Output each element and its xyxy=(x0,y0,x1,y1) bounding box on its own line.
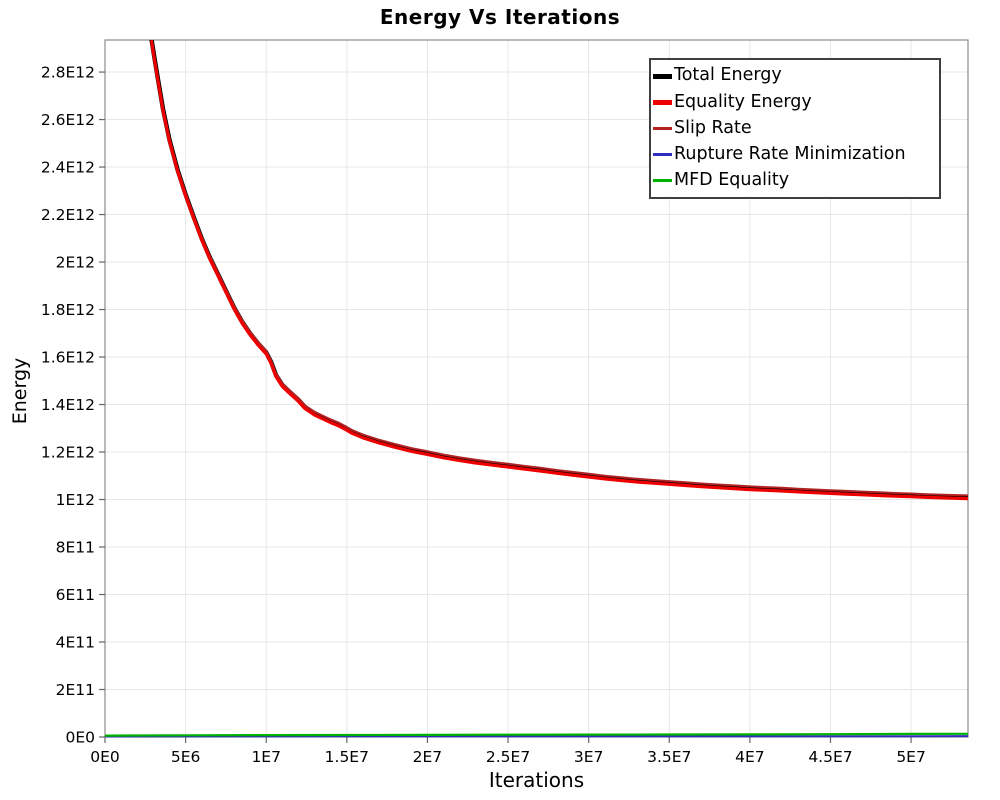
y-tick-label: 0E0 xyxy=(65,729,95,747)
y-tick-label: 1E12 xyxy=(56,491,95,509)
y-tick-label: 4E11 xyxy=(56,634,95,652)
y-tick-label: 1.4E12 xyxy=(41,396,95,414)
y-tick-label: 2.8E12 xyxy=(41,64,95,82)
legend-swatch-equality-energy xyxy=(653,99,672,105)
legend-label: Rupture Rate Minimization xyxy=(674,143,906,164)
x-tick-label: 3.5E7 xyxy=(647,748,691,766)
legend: Total Energy Equality Energy Slip Rate R… xyxy=(649,58,941,199)
y-tick-label: 2E11 xyxy=(56,681,95,699)
y-tick-label: 2.6E12 xyxy=(41,111,95,129)
series-line-equality-energy xyxy=(149,40,969,501)
y-tick-label: 2E12 xyxy=(56,254,95,272)
x-tick-label: 4.5E7 xyxy=(808,748,852,766)
y-tick-label: 6E11 xyxy=(56,586,95,604)
legend-swatch-mfd-equality xyxy=(653,179,672,183)
x-axis-label: Iterations xyxy=(488,768,585,792)
x-tick-label: 1E7 xyxy=(251,748,281,766)
legend-item-total-energy: Total Energy xyxy=(653,63,937,89)
legend-item-slip-rate: Slip Rate xyxy=(653,115,937,141)
legend-label: MFD Equality xyxy=(674,170,790,191)
chart-title: Energy Vs Iterations xyxy=(379,5,621,29)
x-tick-label: 3E7 xyxy=(574,748,604,766)
legend-label: Equality Energy xyxy=(674,91,812,112)
y-tick-label: 1.6E12 xyxy=(41,349,95,367)
legend-item-rupture-rate-minimization: Rupture Rate Minimization xyxy=(653,142,937,168)
legend-item-equality-energy: Equality Energy xyxy=(653,89,937,115)
series-line-mfd-equality xyxy=(105,732,969,737)
x-tick-label: 1.5E7 xyxy=(325,748,369,766)
series-group xyxy=(105,40,969,738)
x-tick-label: 2.5E7 xyxy=(486,748,530,766)
y-tick-label: 2.2E12 xyxy=(41,206,95,224)
y-tick-label: 1.2E12 xyxy=(41,444,95,462)
y-tick-label: 1.8E12 xyxy=(41,301,95,319)
legend-label: Slip Rate xyxy=(674,117,752,138)
x-tick-label: 4E7 xyxy=(735,748,765,766)
legend-swatch-slip-rate xyxy=(653,127,672,130)
legend-item-mfd-equality: MFD Equality xyxy=(653,168,937,194)
y-tick-label: 2.4E12 xyxy=(41,159,95,177)
legend-swatch-total-energy xyxy=(653,73,672,79)
legend-swatch-rupture-rate-minimization xyxy=(653,153,672,157)
y-tick-label: 8E11 xyxy=(56,539,95,557)
x-tick-label: 2E7 xyxy=(413,748,443,766)
legend-label: Total Energy xyxy=(674,65,782,86)
y-axis-label: Energy xyxy=(9,357,31,425)
x-tick-label: 0E0 xyxy=(90,748,120,766)
x-tick-label: 5E6 xyxy=(171,748,201,766)
x-tick-label: 5E7 xyxy=(896,748,926,766)
